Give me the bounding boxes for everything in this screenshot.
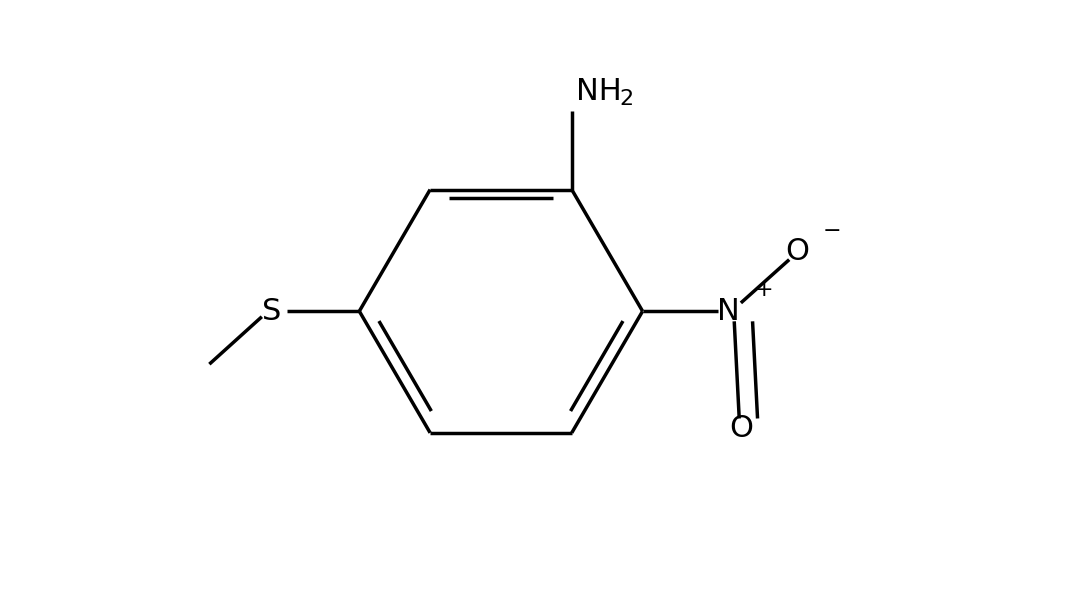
Text: −: − (822, 221, 841, 241)
Text: 2: 2 (619, 89, 633, 108)
Text: O: O (786, 237, 809, 266)
Text: S: S (262, 297, 282, 326)
Text: NH: NH (576, 77, 621, 106)
Text: O: O (729, 414, 752, 443)
Text: +: + (755, 280, 773, 300)
Text: N: N (717, 297, 740, 326)
